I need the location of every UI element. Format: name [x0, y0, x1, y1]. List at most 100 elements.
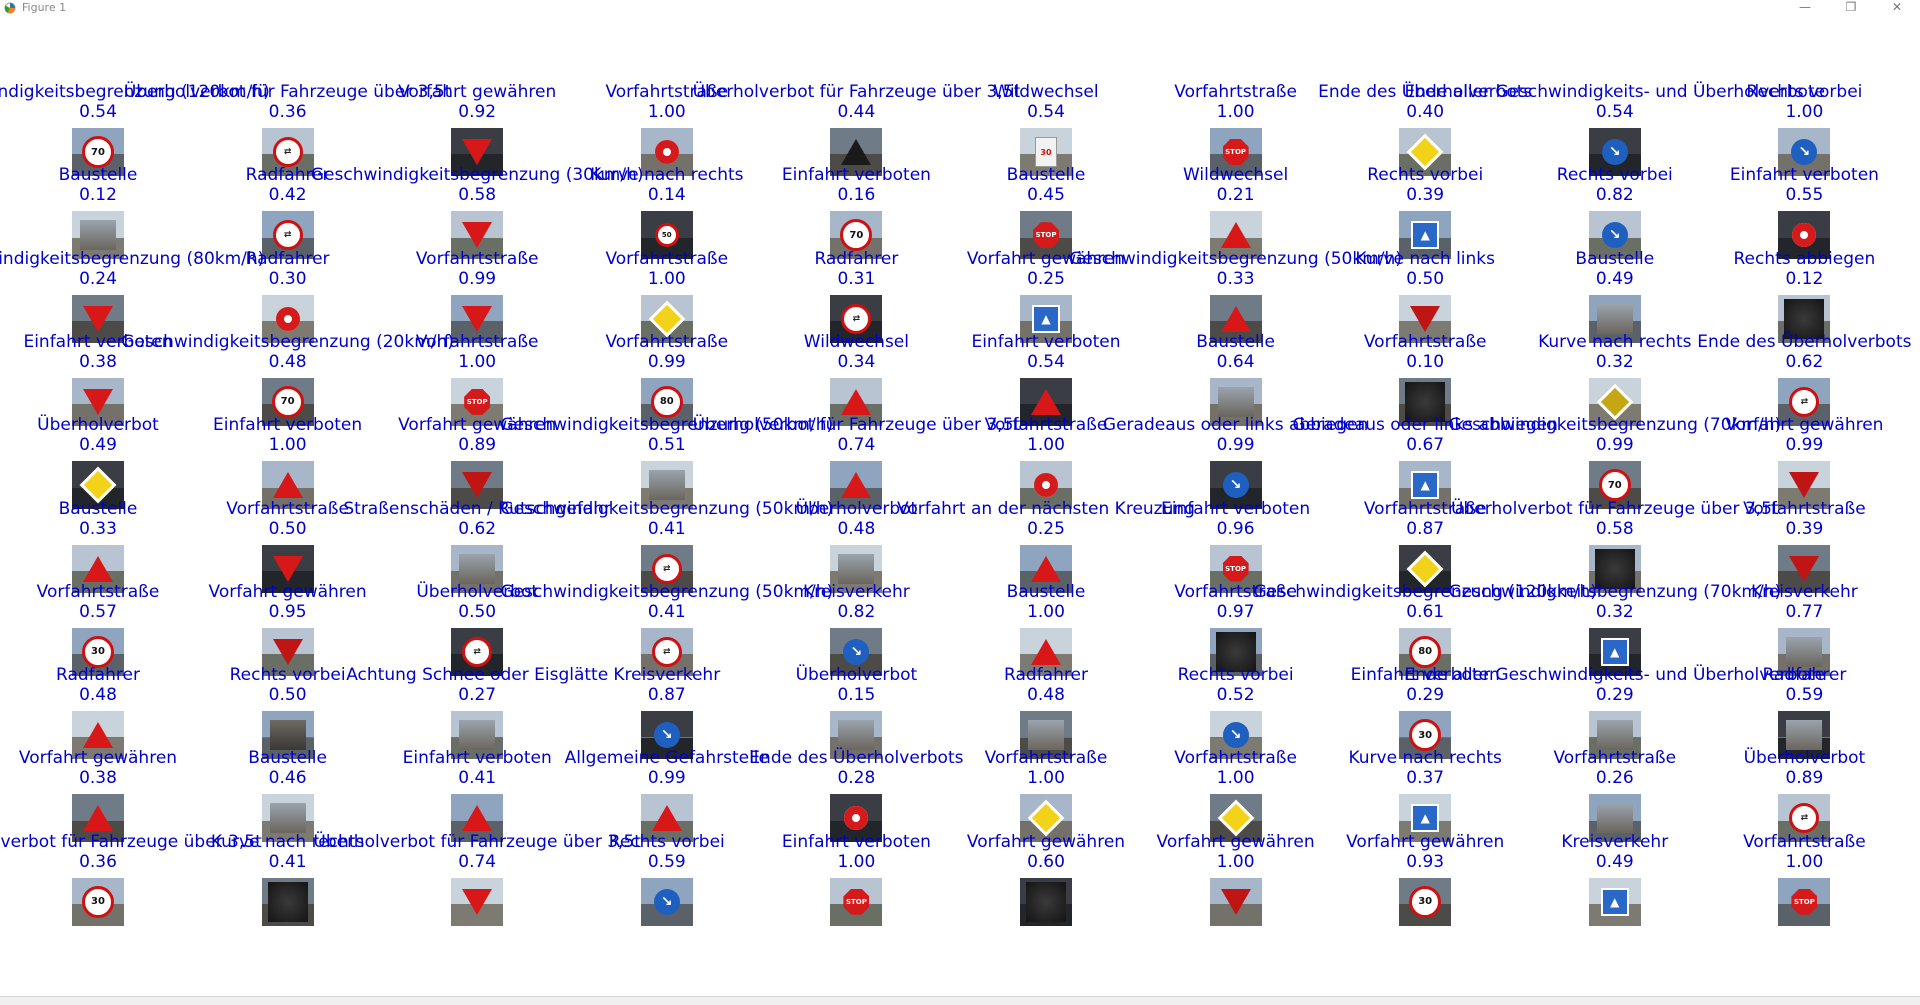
yield-sign-icon — [83, 388, 113, 415]
predicted-class-label: Geradeaus oder links abbiegen — [1292, 415, 1558, 436]
yield-sign-icon — [1220, 888, 1251, 915]
confidence-score: 0.95 — [268, 601, 307, 622]
predicted-class-label: Kreisverkehr — [803, 581, 910, 602]
predicted-class-label: Geschwindigkeitsbegrenzung (80km/h) — [0, 248, 265, 269]
figure-canvas[interactable]: Geschwindigkeitsbegrenzung (120km/h)0.54… — [0, 16, 1920, 996]
traffic-sign-thumbnail — [640, 461, 693, 510]
thumbnail-ground — [640, 154, 693, 176]
confidence-score: 0.96 — [1216, 518, 1255, 539]
predicted-class-label: Einfahrt verboten — [781, 831, 931, 852]
subplot-title: Geschwindigkeitsbegrenzung (120km/h) 0.61 — [1253, 582, 1596, 622]
confidence-score: 0.59 — [1785, 685, 1824, 706]
stop-sign-icon: STOP — [1222, 555, 1249, 582]
subplot-title: Einfahrt verboten 0.16 — [782, 165, 931, 205]
confidence-score: 0.50 — [268, 685, 307, 706]
traffic-sign-thumbnail: STOP — [1209, 544, 1262, 593]
subplot-title: Kurve nach links 0.50 — [1355, 249, 1495, 289]
predicted-class-label: Vorfahrt gewähren — [18, 748, 178, 769]
confidence-score: 0.38 — [79, 768, 117, 789]
traffic-sign-thumbnail — [1020, 877, 1072, 926]
traffic-sign-thumbnail — [451, 711, 504, 760]
traffic-sign-thumbnail — [1588, 377, 1641, 426]
confidence-score: 0.28 — [837, 768, 876, 789]
traffic-sign-thumbnail: ▲ — [1399, 211, 1452, 260]
subplot-title: Überholverbot 0.89 — [1744, 748, 1866, 788]
predicted-class-label: Kurve nach rechts — [590, 165, 744, 186]
subplot-title: Vorfahrtstraße 1.00 — [1174, 82, 1297, 122]
confidence-score: 0.37 — [1406, 768, 1445, 789]
minimize-button[interactable]: — — [1799, 0, 1811, 14]
yield-sign-icon — [1789, 555, 1820, 582]
subplot-title: Überholverbot 0.49 — [37, 415, 159, 455]
speed-limit-sign-icon: 30 — [1409, 885, 1442, 918]
predicted-class-label: Radfahrer — [245, 248, 330, 269]
traffic-sign-thumbnail — [1020, 544, 1072, 593]
pedestrian-crossing-sign-icon: ▲ — [1600, 637, 1629, 666]
traffic-sign-thumbnail — [1588, 794, 1641, 843]
speed-limit-sign-icon: 30 — [82, 635, 114, 668]
no-entry-sign-icon — [844, 806, 869, 831]
traffic-sign-thumbnail — [451, 877, 504, 926]
confidence-score: 0.25 — [1027, 268, 1065, 289]
matplotlib-icon — [4, 2, 16, 14]
confidence-score: 0.41 — [647, 601, 686, 622]
speed-limit-sign-icon: 50 — [654, 223, 679, 248]
confidence-score: 1.00 — [1027, 768, 1065, 789]
close-button[interactable]: ✕ — [1891, 0, 1903, 14]
confidence-score: 0.87 — [1406, 518, 1445, 539]
speed-limit-sign-icon: 70 — [82, 136, 114, 168]
traffic-sign-thumbnail — [261, 461, 314, 510]
subplot-title: Vorfahrt an der nächsten Kreuzung 0.25 — [897, 499, 1195, 539]
subplot-title: Wildwechsel 0.54 — [993, 82, 1098, 122]
confidence-score: 0.50 — [268, 518, 307, 539]
subplot-title: Baustelle 0.64 — [1196, 332, 1275, 372]
thumbnail-ground — [830, 820, 883, 843]
traffic-sign-thumbnail — [72, 294, 124, 343]
keep-right-sign-icon: ↘ — [1601, 222, 1628, 249]
predicted-class-label: Radfahrer — [245, 165, 330, 186]
predicted-class-label: Radfahrer — [1762, 665, 1847, 686]
thumbnail-ground — [830, 904, 883, 926]
subplot-title: Überholverbot für Fahrzeuge über 3,5t 0.7… — [313, 832, 641, 872]
confidence-score: 0.61 — [1406, 601, 1445, 622]
speed-limit-sign-icon: 30 — [82, 885, 114, 918]
confidence-score: 0.26 — [1595, 768, 1634, 789]
predicted-class-label: Vorfahrtstraße — [605, 248, 729, 269]
traffic-sign-thumbnail — [1778, 711, 1831, 760]
warning-sign-icon — [1031, 638, 1061, 665]
traffic-sign-thumbnail: ⇄ — [1778, 377, 1831, 426]
warning-sign-icon — [83, 555, 113, 582]
traffic-sign-thumbnail: 30 — [1020, 128, 1072, 176]
predicted-class-label: Vorfahrtstraße — [1363, 498, 1487, 519]
dark-scene-icon — [267, 881, 308, 922]
confidence-score: 0.49 — [1595, 268, 1634, 289]
predicted-class-label: Geschwindigkeitsbegrenzung (30km/h) — [310, 165, 644, 186]
yield-sign-icon — [83, 305, 113, 332]
confidence-score: 0.99 — [647, 351, 686, 372]
subplot-title: Straßenschäden / Rutschgefahr 0.62 — [343, 499, 611, 539]
traffic-sign-thumbnail — [1020, 794, 1072, 843]
speed-limit-sign-icon: 80 — [1409, 635, 1442, 668]
street-scene-icon — [269, 720, 306, 751]
subplot-title: Vorfahrtstraße 0.57 — [37, 582, 160, 622]
traffic-sign-thumbnail — [261, 877, 314, 926]
confidence-score: 0.64 — [1216, 351, 1255, 372]
confidence-score: 0.49 — [79, 435, 117, 456]
street-scene-icon — [459, 720, 496, 751]
confidence-score: 0.33 — [79, 518, 117, 539]
street-scene-icon — [838, 553, 875, 584]
confidence-score: 0.40 — [1406, 102, 1445, 122]
no-overtaking-sign-icon: ⇄ — [1789, 386, 1820, 417]
dark-scene-icon — [1215, 631, 1256, 672]
speed-limit-sign-icon: 70 — [840, 219, 873, 252]
traffic-sign-thumbnail: ↘ — [1209, 711, 1262, 760]
maximize-button[interactable]: ❐ — [1845, 0, 1857, 14]
stop-sign-icon: STOP — [1033, 222, 1059, 249]
predicted-class-label: Vorfahrtstraße — [1743, 831, 1866, 852]
confidence-score: 0.55 — [1785, 185, 1824, 206]
predicted-class-label: Ende aller Geschwindigkeits- und Überhol… — [1404, 665, 1826, 686]
subplot-title: Vorfahrt gewähren 0.99 — [1725, 415, 1883, 455]
traffic-sign-thumbnail — [830, 544, 883, 593]
predicted-class-label: Achtung Schnee oder Eisglätte — [346, 665, 609, 686]
traffic-sign-thumbnail: 70 — [261, 377, 314, 426]
